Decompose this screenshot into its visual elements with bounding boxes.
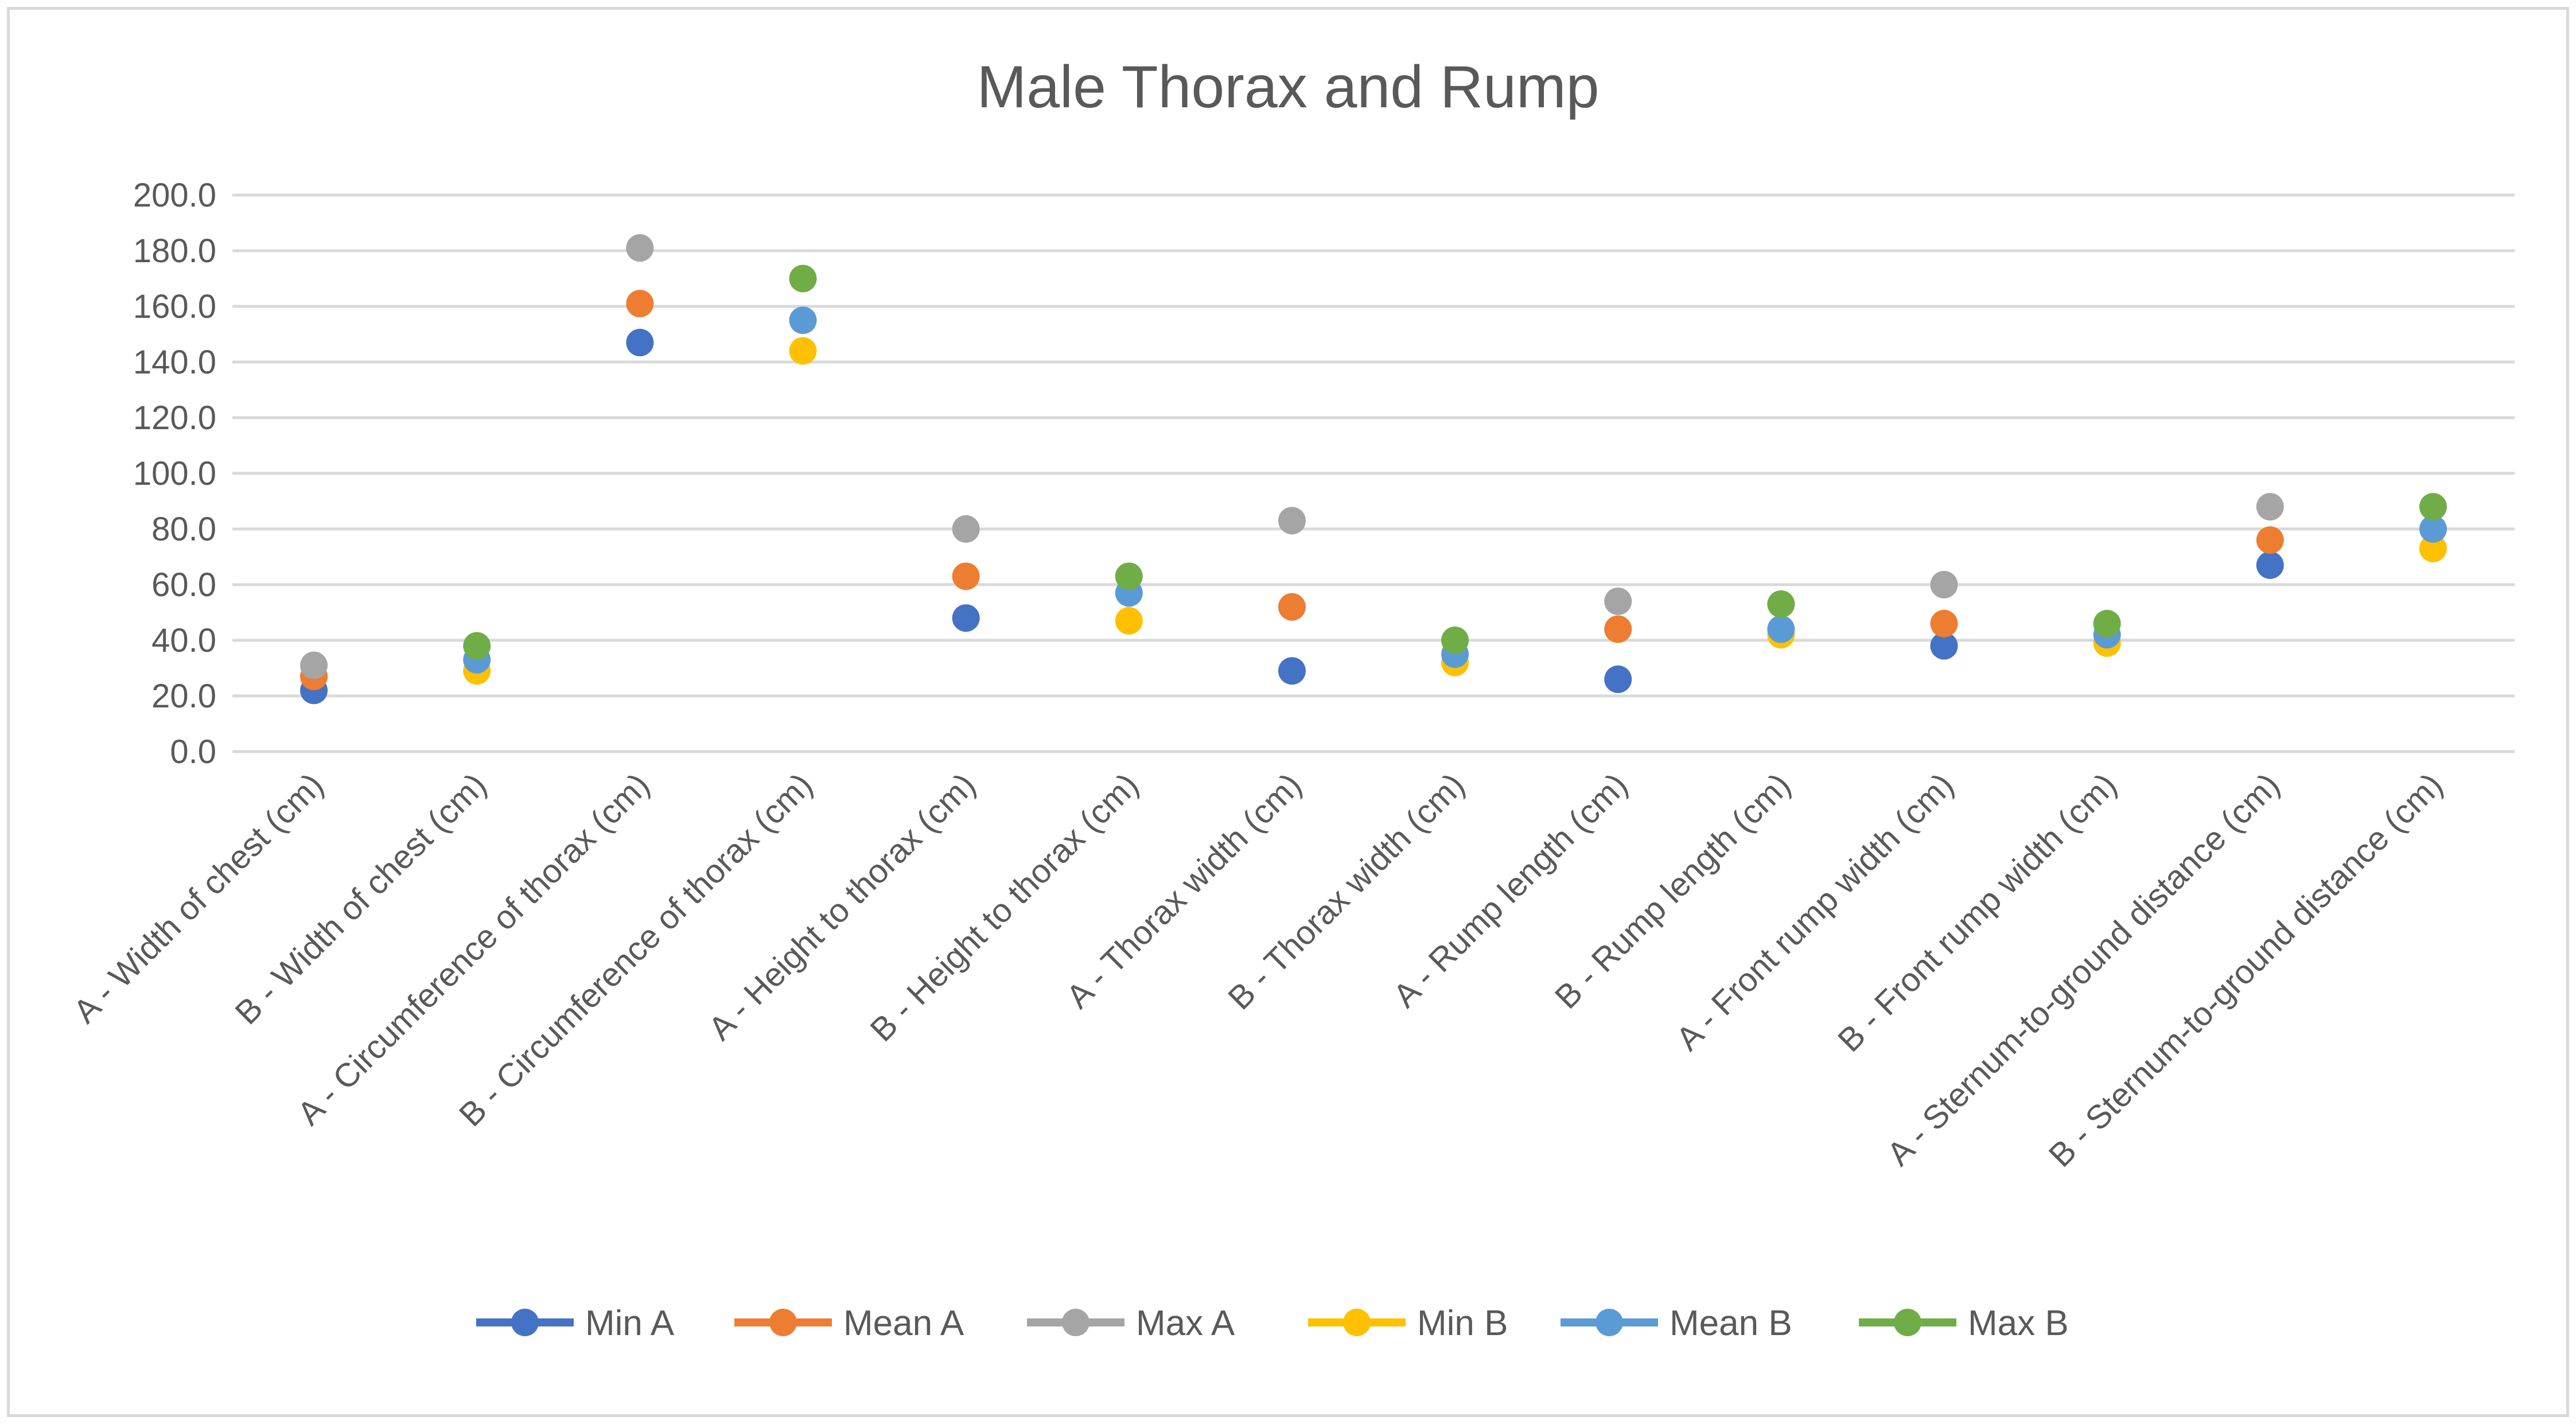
point-max-a (2256, 493, 2284, 521)
y-tick-label: 100.0 (133, 455, 216, 492)
legend-label: Mean B (1670, 1304, 1792, 1343)
point-max-b (789, 264, 817, 293)
legend-item-mean-b: Mean B (1561, 1304, 1792, 1343)
x-tick-label: A - Height to thorax (cm) (701, 766, 982, 1047)
point-min-a (626, 329, 654, 357)
y-tick-label: 60.0 (151, 566, 216, 604)
x-tick-label: B - Height to thorax (cm) (863, 766, 1146, 1049)
gridlines (232, 193, 2515, 753)
point-min-a (2256, 551, 2284, 579)
point-mean-a (1930, 609, 1958, 637)
point-max-a (1930, 571, 1958, 598)
legend-item-max-b: Max B (1859, 1304, 2069, 1343)
y-tick-label: 160.0 (133, 288, 216, 325)
point-max-a (1278, 507, 1306, 535)
y-tick-label: 120.0 (133, 399, 216, 437)
legend-marker (769, 1309, 797, 1336)
point-min-b (789, 337, 817, 365)
point-mean-b (789, 306, 817, 334)
chart-title: Male Thorax and Rump (977, 54, 1600, 120)
chart-frame: Male Thorax and Rump 0.0 20.0 40.0 60.0 80.0… (7, 7, 2569, 1417)
point-min-a (952, 604, 980, 632)
point-max-b (2419, 493, 2447, 521)
point-min-a (1930, 632, 1958, 660)
point-max-b (1441, 627, 1469, 654)
legend-label: Min B (1417, 1304, 1508, 1343)
y-tick-label: 20.0 (151, 678, 216, 715)
legend-marker (1343, 1309, 1371, 1336)
point-max-a (300, 651, 328, 679)
y-tick-label: 140.0 (133, 344, 216, 381)
point-mean-a (1278, 593, 1306, 621)
legend-marker (1596, 1309, 1623, 1336)
point-max-b (463, 632, 491, 660)
legend-label: Max B (1968, 1304, 2069, 1343)
data-points (300, 234, 2447, 705)
y-tick-label: 0.0 (170, 733, 216, 771)
legend-item-mean-a: Mean A (734, 1304, 964, 1343)
y-tick-label: 180.0 (133, 232, 216, 270)
x-tick-label: B - Circumference of thorax (cm) (452, 766, 820, 1134)
legend-item-min-a: Min A (476, 1304, 675, 1343)
point-mean-a (952, 562, 980, 590)
x-tick-label: A - Front rump width (cm) (1669, 766, 1961, 1058)
point-mean-a (1604, 615, 1632, 643)
y-axis-tick-labels: 0.0 20.0 40.0 60.0 80.0 100.0 120.0 140.0 160.0 1… (133, 177, 216, 771)
point-min-b (2419, 534, 2447, 562)
point-mean-b (1767, 615, 1795, 643)
x-tick-label: B - Front rump width (cm) (1831, 766, 2124, 1059)
legend-item-min-b: Min B (1308, 1304, 1508, 1343)
x-axis-tick-labels: A - Width of chest (cm)B - Width of ches… (67, 766, 2450, 1174)
point-max-b (1115, 562, 1143, 590)
legend-marker (1894, 1309, 1921, 1336)
point-max-b (1767, 590, 1795, 618)
legend: Min A Mean A Max A Min B Mean B Max B (476, 1304, 2069, 1343)
legend-label: Min A (585, 1304, 675, 1343)
legend-item-max-a: Max A (1027, 1304, 1235, 1343)
chart-svg: Male Thorax and Rump 0.0 20.0 40.0 60.0 80.0… (67, 54, 2515, 1343)
y-tick-label: 80.0 (151, 511, 216, 548)
legend-label: Mean A (843, 1304, 964, 1343)
legend-marker (511, 1309, 539, 1336)
point-max-b (2093, 609, 2121, 637)
legend-marker (1062, 1309, 1089, 1336)
y-tick-label: 200.0 (133, 177, 216, 214)
point-mean-a (626, 290, 654, 318)
point-mean-a (2256, 526, 2284, 554)
point-min-b (1115, 607, 1143, 635)
y-tick-label: 40.0 (151, 622, 216, 659)
x-tick-label: A - Circumference of thorax (cm) (290, 766, 657, 1133)
legend-label: Max A (1136, 1304, 1235, 1343)
point-min-a (1278, 657, 1306, 685)
point-max-a (626, 234, 654, 262)
point-min-a (1604, 665, 1632, 693)
point-mean-b (2419, 515, 2447, 543)
point-max-a (952, 515, 980, 543)
point-max-a (1604, 588, 1632, 616)
